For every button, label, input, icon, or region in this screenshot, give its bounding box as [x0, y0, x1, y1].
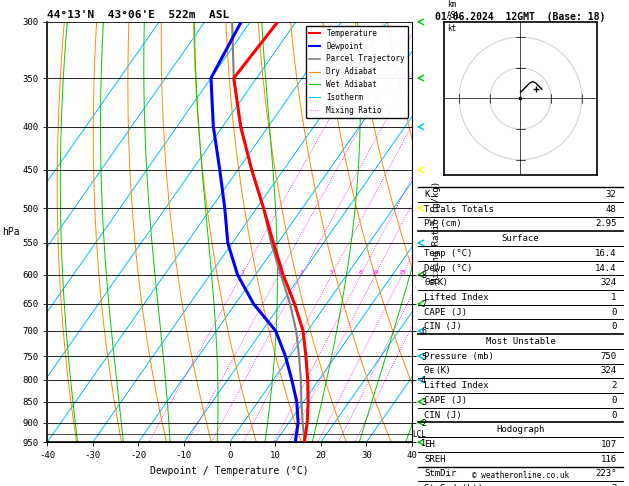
Text: CIN (J): CIN (J): [425, 411, 462, 419]
Text: 15: 15: [398, 270, 406, 275]
Text: 0: 0: [611, 411, 616, 419]
Text: 14.4: 14.4: [595, 263, 616, 273]
Text: 2.95: 2.95: [595, 219, 616, 228]
Text: 2: 2: [611, 484, 616, 486]
Text: Temp (°C): Temp (°C): [425, 249, 473, 258]
Text: Most Unstable: Most Unstable: [486, 337, 555, 346]
Text: StmDir: StmDir: [425, 469, 457, 478]
Text: 16.4: 16.4: [595, 249, 616, 258]
Text: CIN (J): CIN (J): [425, 322, 462, 331]
Y-axis label: Mixing Ratio (g/kg): Mixing Ratio (g/kg): [431, 181, 440, 283]
Text: 116: 116: [601, 455, 616, 464]
Legend: Temperature, Dewpoint, Parcel Trajectory, Dry Adiabat, Wet Adiabat, Isotherm, Mi: Temperature, Dewpoint, Parcel Trajectory…: [306, 26, 408, 118]
X-axis label: Dewpoint / Temperature (°C): Dewpoint / Temperature (°C): [150, 466, 309, 476]
Text: CAPE (J): CAPE (J): [425, 308, 467, 316]
Text: 107: 107: [601, 440, 616, 449]
Text: SREH: SREH: [425, 455, 446, 464]
Text: © weatheronline.co.uk: © weatheronline.co.uk: [472, 471, 569, 480]
Text: Lifted Index: Lifted Index: [425, 293, 489, 302]
Text: Hodograph: Hodograph: [496, 425, 545, 434]
Text: 0: 0: [611, 396, 616, 405]
Text: θᴇ (K): θᴇ (K): [425, 366, 450, 376]
Text: EH: EH: [425, 440, 435, 449]
Text: 10: 10: [372, 270, 379, 275]
Text: 1: 1: [611, 293, 616, 302]
Text: 2: 2: [277, 270, 281, 275]
Text: 324: 324: [601, 278, 616, 287]
Text: LCL: LCL: [413, 430, 426, 439]
Text: 44°13'N  43°06'E  522m  ASL: 44°13'N 43°06'E 522m ASL: [47, 10, 230, 20]
Text: km
ASL: km ASL: [447, 0, 460, 20]
Text: 2: 2: [611, 381, 616, 390]
Text: 5: 5: [330, 270, 333, 275]
Text: 223°: 223°: [595, 469, 616, 478]
Text: θᴇ(K): θᴇ(K): [425, 278, 447, 287]
Text: 32: 32: [606, 190, 616, 199]
Text: kt: kt: [447, 24, 456, 33]
Text: Pressure (mb): Pressure (mb): [425, 352, 494, 361]
Text: Lifted Index: Lifted Index: [425, 381, 489, 390]
Text: PW (cm): PW (cm): [425, 219, 462, 228]
Text: 0: 0: [611, 308, 616, 316]
Text: Surface: Surface: [502, 234, 539, 243]
Text: 1: 1: [240, 270, 243, 275]
Text: CAPE (J): CAPE (J): [425, 396, 467, 405]
Text: 3: 3: [299, 270, 303, 275]
Text: 48: 48: [606, 205, 616, 214]
Text: 8: 8: [359, 270, 363, 275]
Text: 01.06.2024  12GMT  (Base: 18): 01.06.2024 12GMT (Base: 18): [435, 12, 606, 22]
Y-axis label: hPa: hPa: [2, 227, 19, 237]
Text: 0: 0: [611, 322, 616, 331]
Text: 324: 324: [601, 366, 616, 376]
Text: StmSpd (kt): StmSpd (kt): [425, 484, 484, 486]
Text: K: K: [425, 190, 430, 199]
Text: Totals Totals: Totals Totals: [425, 205, 494, 214]
Text: 750: 750: [601, 352, 616, 361]
Text: Dewp (°C): Dewp (°C): [425, 263, 473, 273]
